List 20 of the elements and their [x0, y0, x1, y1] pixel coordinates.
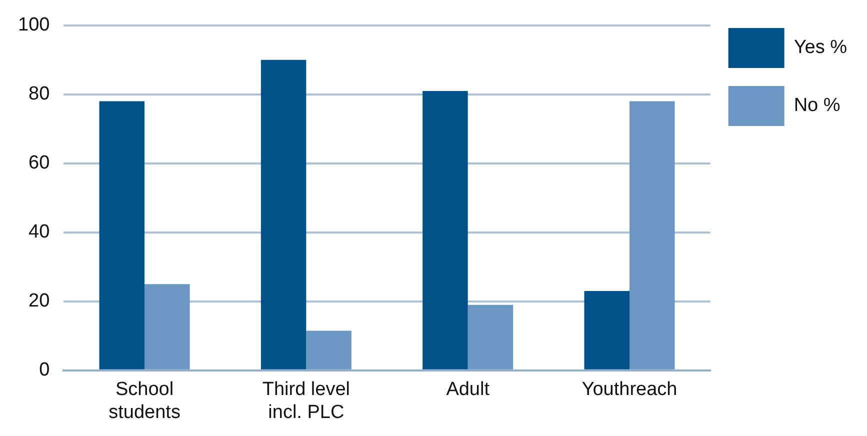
- bar: [422, 90, 468, 370]
- bar: [584, 291, 630, 370]
- y-tick-label: 0: [39, 360, 50, 381]
- bar: [144, 284, 190, 370]
- bar: [468, 304, 514, 370]
- bar: [306, 330, 352, 370]
- x-tick-label: Youthreach: [582, 379, 678, 400]
- y-tick-label: 40: [28, 222, 50, 243]
- y-tick-label: 100: [18, 14, 50, 36]
- bar: [260, 60, 306, 370]
- x-tick-label: School students: [108, 379, 180, 423]
- x-tick-label: Third level incl. PLC: [262, 379, 350, 423]
- legend-label: Yes %: [794, 37, 848, 58]
- bar: [630, 101, 675, 370]
- y-tick-label: 20: [28, 290, 50, 312]
- x-tick-label: Adult: [446, 379, 490, 400]
- y-tick-label: 80: [28, 84, 50, 105]
- legend-label: No %: [794, 95, 840, 116]
- bar: [99, 101, 145, 370]
- y-tick-label: 60: [28, 152, 50, 174]
